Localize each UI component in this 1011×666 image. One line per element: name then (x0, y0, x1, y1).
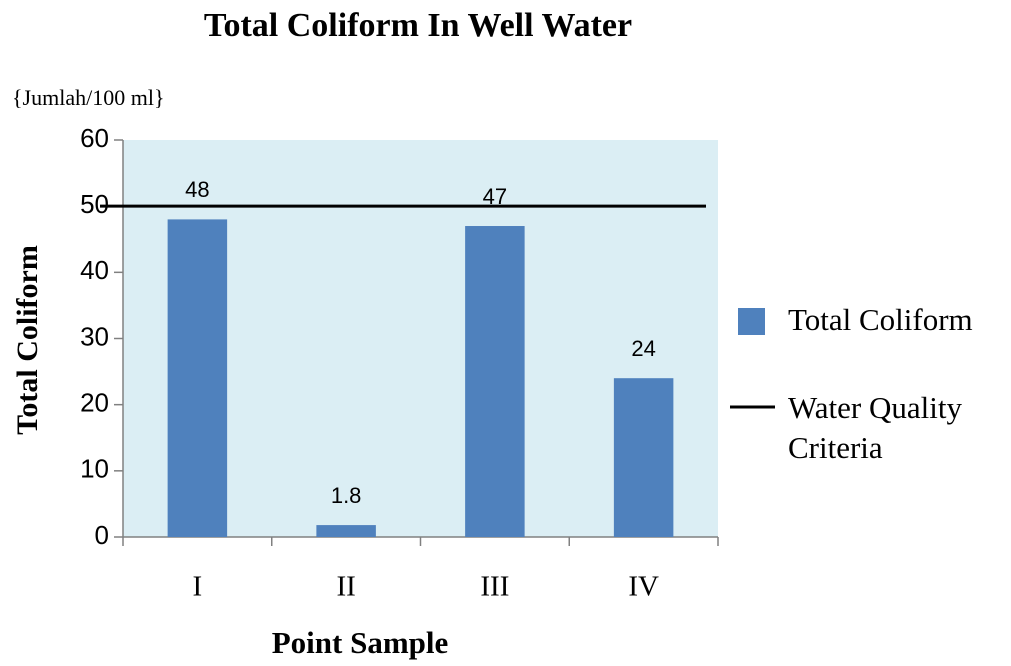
legend-swatch (738, 308, 765, 335)
y-tick-label: 30 (80, 321, 109, 351)
y-tick-label: 0 (95, 520, 109, 550)
data-label: 48 (185, 177, 209, 202)
unit-label: {Jumlah/100 ml} (12, 85, 165, 110)
legend-label: Water Quality Criteria (788, 390, 962, 465)
bar (167, 219, 228, 537)
y-tick-label: 20 (80, 388, 109, 418)
chart-title: Total Coliform In Well Water (204, 7, 632, 44)
y-tick-label: 10 (80, 454, 109, 484)
y-tick-label: 60 (80, 123, 109, 153)
y-axis-label: Total Coliform (11, 245, 44, 435)
data-label: 24 (631, 336, 655, 361)
bar (613, 378, 674, 537)
bar (465, 226, 525, 537)
data-label: 47 (483, 184, 507, 209)
y-tick-label: 50 (80, 189, 109, 219)
x-tick-label: III (480, 571, 509, 603)
y-tick-label: 40 (80, 255, 109, 285)
x-tick-label: II (336, 571, 355, 603)
x-axis-label: Point Sample (272, 625, 449, 660)
bar (316, 525, 376, 537)
legend-label: Total Coliform (788, 302, 973, 337)
x-tick-label: IV (628, 571, 659, 603)
x-tick-label: I (193, 571, 203, 603)
data-label: 1.8 (331, 483, 362, 508)
